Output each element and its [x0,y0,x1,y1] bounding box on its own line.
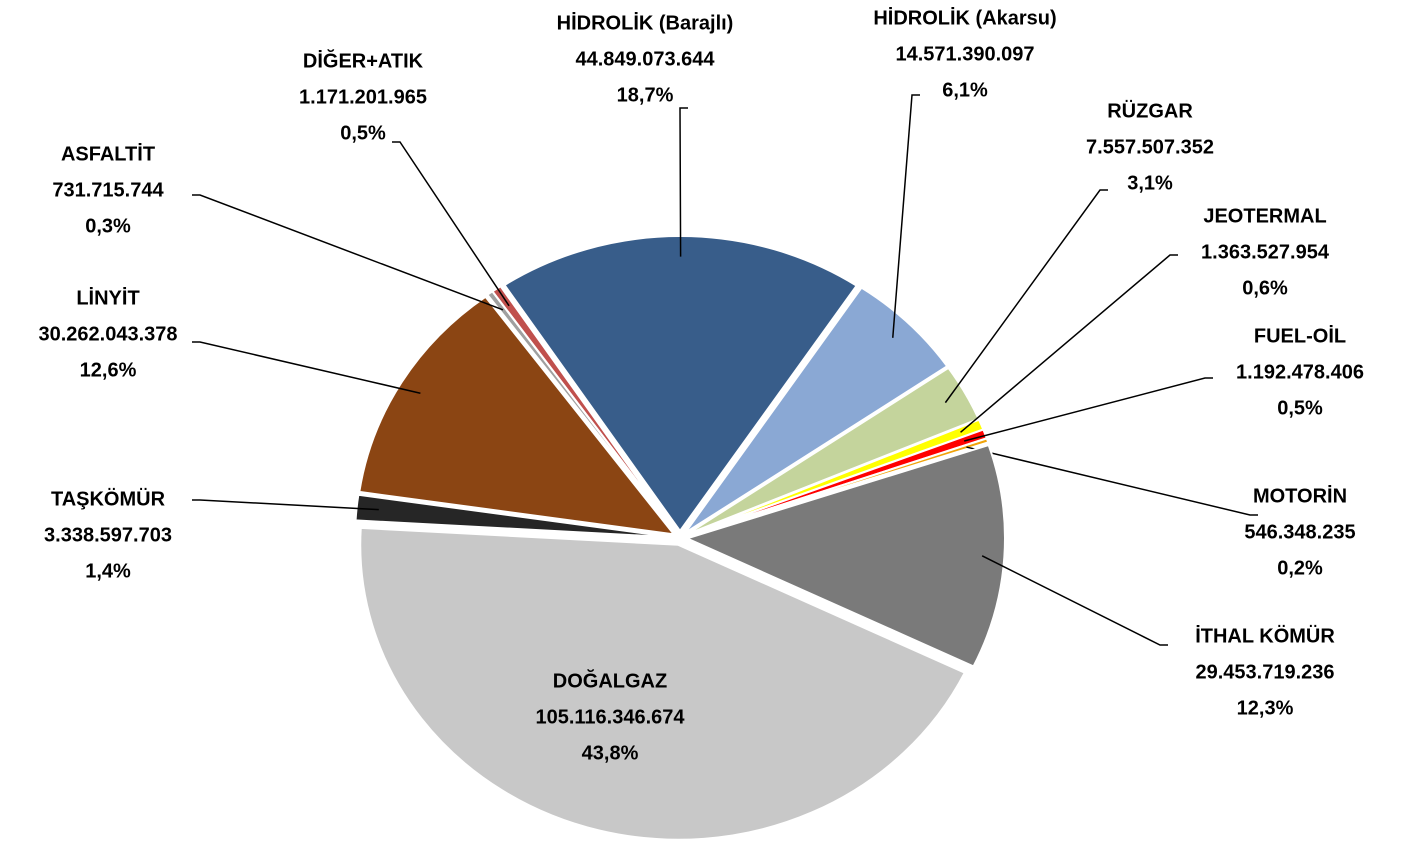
data-label: 44.849.073.644 [575,48,715,70]
leader-line [966,446,1258,516]
data-label: 3.338.597.703 [44,524,172,546]
data-label: 7.557.507.352 [1086,136,1214,158]
data-label: 1.171.201.965 [299,86,427,108]
leader-line [960,254,1178,433]
data-label: TAŞKÖMÜR [51,487,166,510]
leader-line [679,107,688,257]
pie-slice [686,437,990,537]
data-label: 1,4% [85,560,131,582]
data-label: 0,3% [85,215,131,237]
data-label: 0,2% [1277,557,1323,579]
data-label: 0,5% [340,122,386,144]
data-label: MOTORİN [1253,484,1347,507]
data-label: 546.348.235 [1244,521,1355,543]
data-label: DİĞER+ATIK [303,48,424,72]
data-label: 29.453.719.236 [1195,661,1334,683]
pie-slice [354,493,674,539]
data-label: RÜZGAR [1107,99,1193,122]
data-label: JEOTERMAL [1203,205,1326,227]
data-label: ASFALTİT [61,142,155,165]
leader-line [392,141,510,307]
data-label: 1.363.527.954 [1201,241,1330,263]
data-label: LİNYİT [76,286,139,309]
data-label: 0,5% [1277,397,1323,419]
pie-slice [684,286,949,534]
leader-line [192,341,421,394]
data-label: 12,6% [80,359,137,381]
data-label: 30.262.043.378 [38,323,177,345]
data-label: HİDROLİK (Barajlı) [557,11,734,34]
leader-line [892,94,920,338]
leader-line [192,499,379,511]
data-label: 3,1% [1127,172,1173,194]
leader-line [981,555,1168,646]
leader-line [192,194,504,311]
data-label: 6,1% [942,79,988,101]
data-label: 105.116.346.674 [535,706,685,728]
pie-slice [358,295,677,536]
data-label: 12,3% [1237,697,1294,719]
leader-line [944,189,1108,404]
data-label: HİDROLİK (Akarsu) [873,6,1056,29]
pie-slice [684,443,1006,668]
data-label: FUEL-OİL [1254,324,1346,347]
data-label: 43,8% [582,742,639,764]
leader-line [964,377,1213,442]
pie-slice [491,284,677,533]
data-label: 731.715.744 [52,179,164,201]
data-label: 18,7% [617,84,674,106]
data-label: 1.192.478.406 [1236,361,1364,383]
data-label: DOĞALGAZ [553,668,667,692]
data-label: 0,6% [1242,277,1288,299]
pie-slice [359,526,967,841]
data-label: İTHAL KÖMÜR [1195,624,1335,647]
data-label: 14.571.390.097 [895,43,1034,65]
